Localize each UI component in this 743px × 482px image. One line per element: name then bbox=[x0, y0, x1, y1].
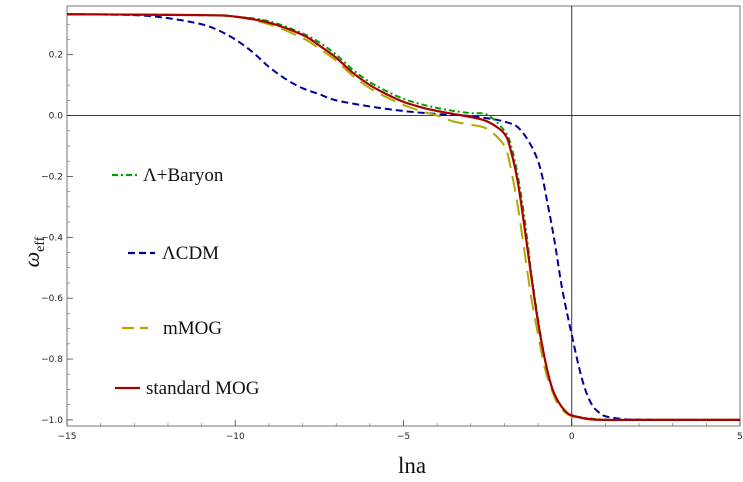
legend-label: Λ+Baryon bbox=[143, 165, 224, 186]
legend-label: ΛCDM bbox=[162, 243, 219, 264]
y-axis-label-sub: eff bbox=[33, 236, 48, 252]
legend-label: mMOG bbox=[163, 318, 222, 339]
series-line-mmog bbox=[66, 13, 740, 421]
y-axis-label: ωeff bbox=[19, 236, 48, 267]
y-tick-label: −0.4 bbox=[41, 233, 63, 243]
axis-ticks: −15 −10 −5 0 5 −1.0 −0.8 −0.6 −0.4 −0.2 0.0 0.2 bbox=[41, 23, 743, 442]
series-curves bbox=[66, 13, 741, 422]
y-axis-label-main: ω bbox=[19, 252, 44, 268]
series-line-standard-mog bbox=[66, 13, 740, 422]
series-line--cdm bbox=[66, 13, 741, 421]
plot-border bbox=[66, 5, 741, 427]
x-tick-label: −5 bbox=[397, 432, 410, 442]
x-axis-label: lna bbox=[398, 453, 426, 478]
x-tick-label: −15 bbox=[58, 432, 77, 442]
y-tick-label: −0.6 bbox=[41, 294, 63, 304]
plot-frame bbox=[66, 5, 741, 427]
series-line--baryon bbox=[66, 13, 740, 421]
x-tick-label: 5 bbox=[737, 432, 743, 442]
legend: Λ+Baryon ΛCDM mMOG standard MOG bbox=[112, 165, 260, 399]
x-tick-label: −10 bbox=[226, 432, 245, 442]
y-tick-label: −0.8 bbox=[41, 355, 63, 365]
zero-axes bbox=[67, 6, 740, 426]
y-tick-label: 0.0 bbox=[49, 112, 64, 122]
y-tick-label: 0.2 bbox=[49, 51, 63, 61]
y-tick-label: −1.0 bbox=[41, 416, 63, 426]
y-tick-label: −0.2 bbox=[41, 172, 63, 182]
x-tick-label: 0 bbox=[569, 432, 575, 442]
legend-label: standard MOG bbox=[146, 378, 260, 399]
